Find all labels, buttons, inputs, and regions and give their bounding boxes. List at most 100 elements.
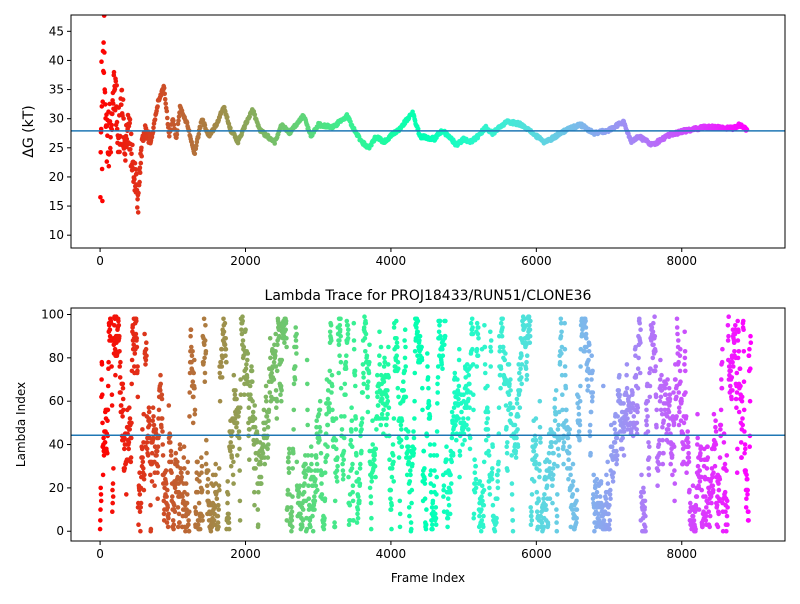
lambda-point	[658, 407, 664, 413]
lambda-point	[502, 357, 508, 363]
lambda-point	[143, 346, 149, 352]
lambda-point	[191, 394, 196, 400]
lambda-point	[699, 487, 704, 493]
lambda-point	[271, 377, 277, 382]
lambda-point	[229, 455, 235, 460]
lambda-point	[322, 470, 328, 476]
lambda-point	[732, 349, 737, 354]
lambda-point	[399, 444, 405, 450]
lambda-point	[325, 444, 330, 450]
lambda-point	[748, 366, 753, 372]
lambda-point	[743, 446, 748, 452]
lambda-point	[166, 515, 171, 521]
lambda-point	[137, 492, 143, 497]
lambda-point	[524, 353, 530, 359]
lambda-point	[456, 383, 462, 389]
lambda-point	[127, 427, 132, 432]
lambda-point	[314, 424, 319, 430]
lambda-point	[507, 401, 513, 406]
lambda-point	[310, 528, 316, 534]
lambda-point	[355, 511, 360, 517]
delta-g-point	[135, 210, 141, 215]
lambda-point	[429, 505, 435, 510]
lambda-point	[377, 329, 382, 335]
lambda-point	[294, 459, 300, 465]
lambda-point	[614, 448, 619, 454]
lambda-point	[337, 353, 342, 359]
lambda-point	[240, 338, 246, 343]
lambda-point	[654, 424, 659, 430]
lambda-point	[716, 487, 722, 493]
lambda-point	[389, 474, 395, 480]
lambda-point	[142, 472, 147, 478]
lambda-point	[481, 487, 487, 493]
lambda-point	[516, 362, 521, 367]
lambda-point	[105, 450, 110, 456]
lambda-point	[406, 429, 411, 434]
lambda-point	[342, 381, 348, 387]
lambda-point	[705, 455, 711, 460]
lambda-point	[485, 405, 490, 411]
lambda-point	[451, 405, 457, 411]
lambda-point	[621, 424, 627, 430]
lambda-point	[667, 396, 673, 402]
lambda-point	[361, 325, 367, 330]
lambda-point	[741, 318, 746, 324]
lambda-point	[219, 375, 225, 380]
lambda-point	[110, 500, 115, 506]
lambda-point	[98, 485, 103, 491]
lambda-point	[232, 392, 238, 398]
x-tick-label: 2000	[230, 254, 261, 268]
lambda-point	[647, 394, 653, 400]
lambda-point	[488, 349, 494, 354]
lambda-point	[322, 522, 327, 527]
lambda-point	[667, 403, 672, 408]
lambda-point	[642, 524, 648, 530]
lambda-point	[365, 409, 371, 415]
lambda-point	[472, 470, 478, 476]
lambda-point	[134, 344, 140, 350]
lambda-point	[111, 466, 116, 471]
lambda-point	[467, 381, 472, 387]
lambda-point	[590, 390, 596, 395]
lambda-axes-frame	[70, 307, 786, 542]
lambda-point	[734, 390, 740, 395]
lambda-point	[202, 379, 208, 385]
lambda-point	[635, 366, 641, 372]
lambda-point	[252, 403, 257, 408]
lambda-point	[433, 522, 439, 527]
delta-g-point	[137, 179, 142, 185]
lambda-point	[150, 405, 156, 411]
lambda-point	[712, 463, 718, 469]
lambda-point	[554, 528, 560, 534]
delta-g-point	[119, 87, 125, 93]
lambda-point	[466, 372, 472, 378]
lambda-point	[674, 325, 680, 330]
lambda-point	[129, 357, 135, 363]
lambda-point	[606, 522, 612, 527]
lambda-point	[284, 344, 289, 350]
lambda-point	[466, 396, 471, 402]
lambda-point	[524, 372, 530, 378]
lambda-point	[498, 320, 504, 326]
lambda-point	[318, 429, 323, 434]
lambda-point	[678, 346, 683, 352]
lambda-point	[421, 448, 427, 454]
lambda-point	[345, 323, 351, 328]
lambda-point	[356, 476, 362, 482]
lambda-point	[654, 407, 659, 413]
lambda-point	[231, 372, 237, 378]
lambda-point	[550, 500, 555, 506]
lambda-point	[264, 398, 269, 404]
lambda-point	[657, 450, 662, 456]
lambda-point	[120, 381, 126, 387]
lambda-point	[279, 357, 285, 363]
lambda-point	[719, 377, 724, 382]
lambda-point	[152, 483, 157, 489]
lambda-point	[378, 422, 384, 428]
lambda-point	[151, 435, 156, 441]
lambda-point	[364, 353, 370, 359]
lambda-point	[739, 455, 744, 460]
lambda-point	[577, 437, 582, 443]
